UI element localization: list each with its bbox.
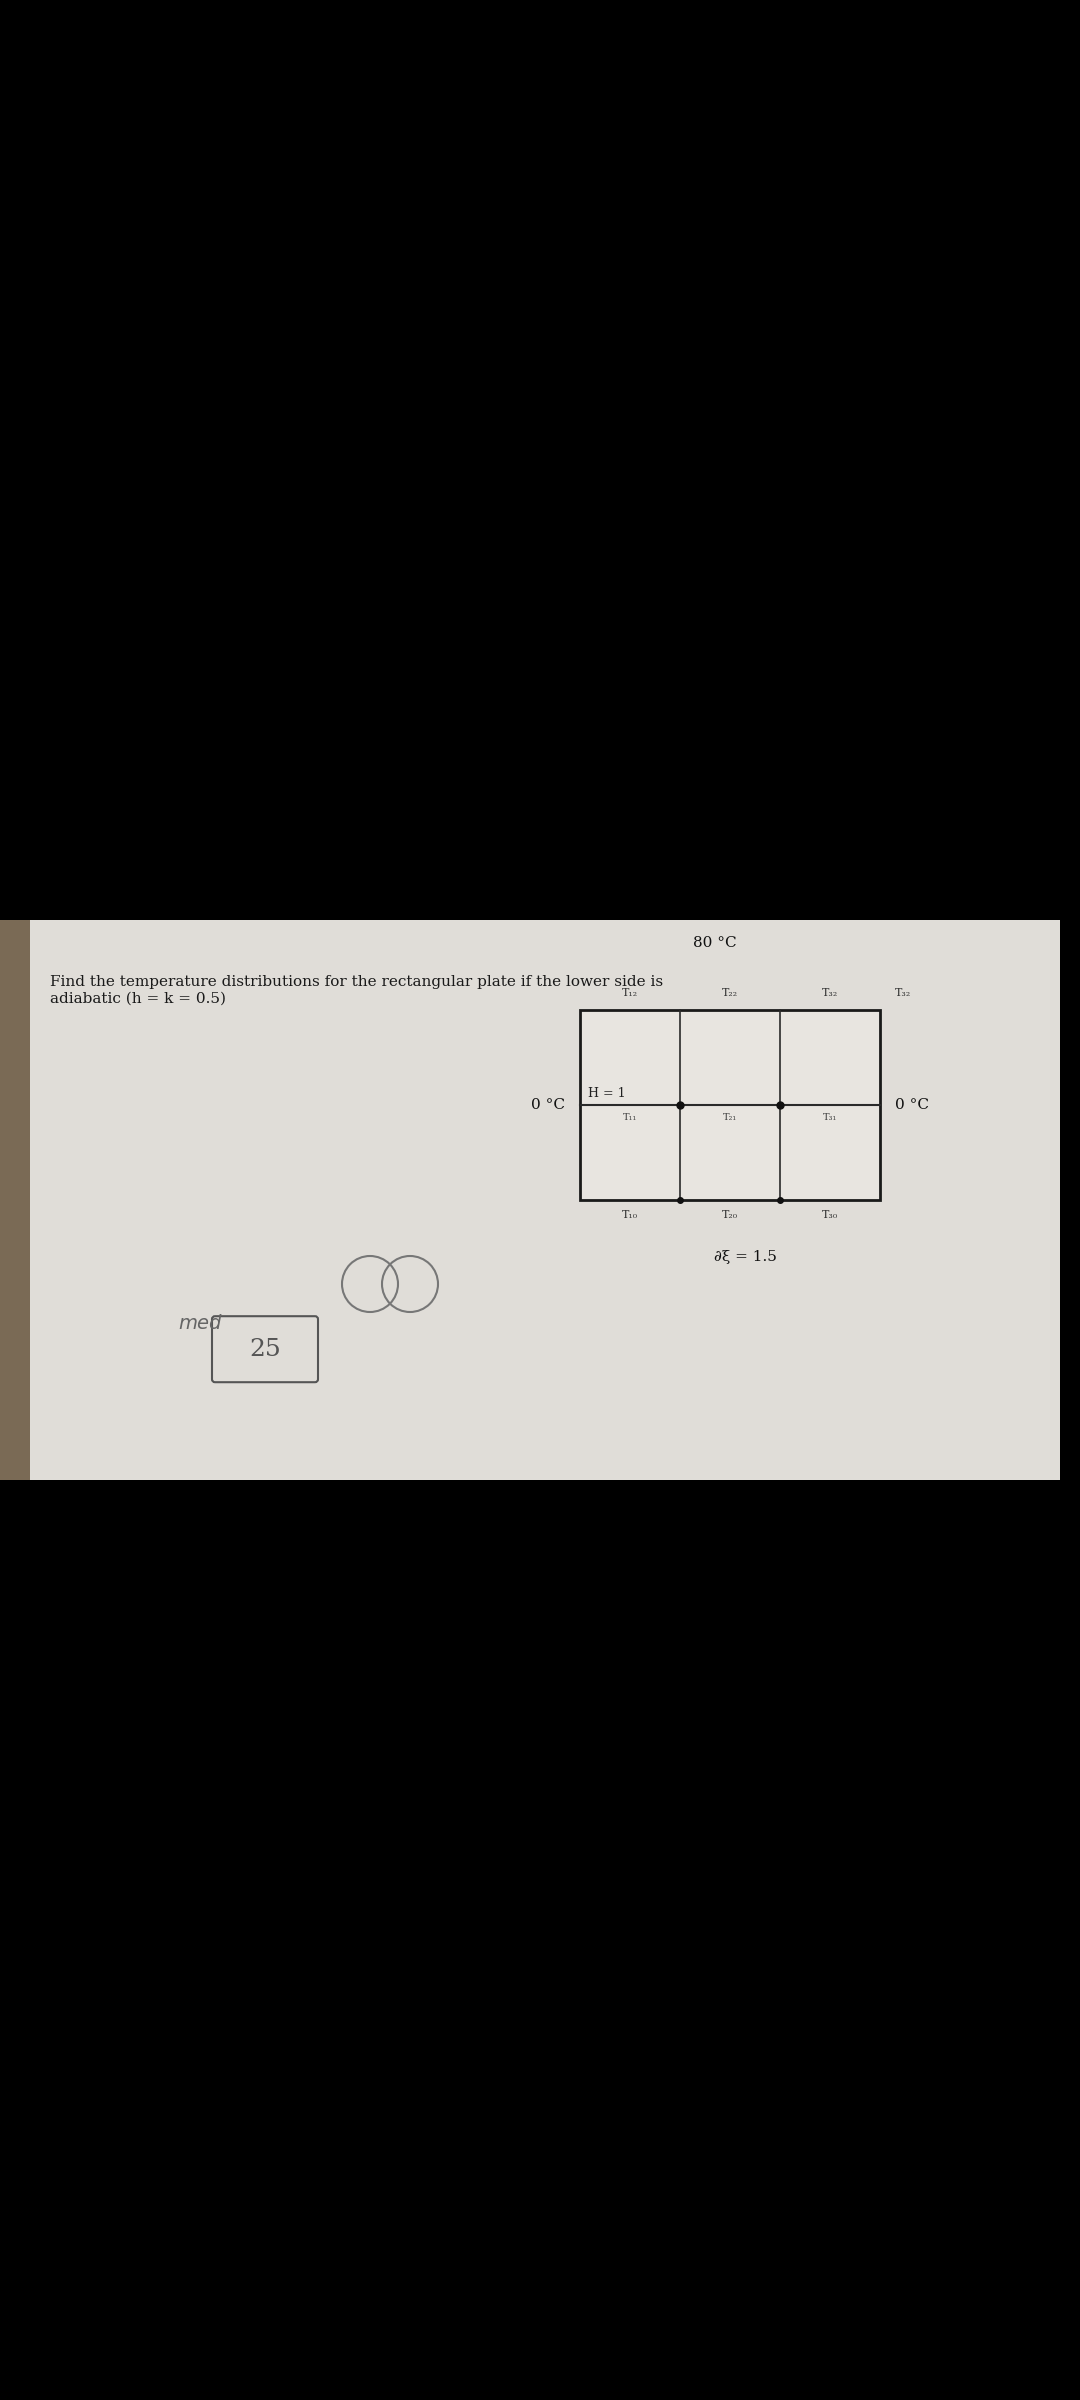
Text: Find the temperature distributions for the rectangular plate if the lower side i: Find the temperature distributions for t… (50, 974, 663, 1006)
Text: T₂₀: T₂₀ (721, 1210, 738, 1219)
Bar (25, 919, 1059, 1481)
Text: T₃₂: T₃₂ (895, 989, 912, 998)
Text: T₁₂: T₁₂ (622, 989, 638, 998)
Text: T₁₀: T₁₀ (622, 1210, 638, 1219)
Text: T₃₀: T₃₀ (822, 1210, 838, 1219)
Bar (580, 1010, 880, 1200)
Text: 80 °C: 80 °C (693, 936, 737, 950)
Text: T₃₂: T₃₂ (822, 989, 838, 998)
Text: T₃₁: T₃₁ (823, 1114, 837, 1121)
Text: med: med (178, 1313, 221, 1332)
Text: T₂₁: T₂₁ (723, 1114, 738, 1121)
Bar (0, 919, 30, 1481)
Text: T₁₁: T₁₁ (623, 1114, 637, 1121)
Text: 25: 25 (249, 1337, 281, 1361)
Bar (30, 919, 1059, 1481)
Text: ∂ξ = 1.5: ∂ξ = 1.5 (714, 1250, 777, 1265)
Text: T₂₂: T₂₂ (721, 989, 738, 998)
Text: H = 1: H = 1 (588, 1087, 625, 1099)
Text: 0 °C: 0 °C (895, 1099, 929, 1111)
Text: 0 °C: 0 °C (531, 1099, 565, 1111)
